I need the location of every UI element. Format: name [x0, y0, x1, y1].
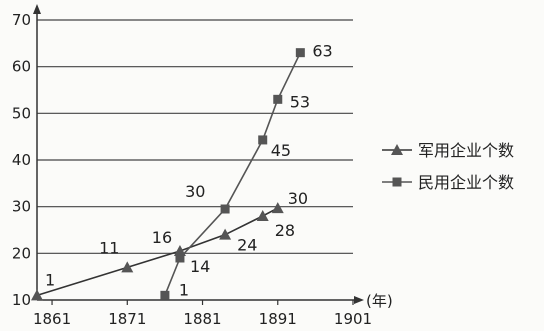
data-label: 28: [275, 221, 295, 240]
data-point: [160, 290, 170, 300]
legend-marker: [391, 144, 403, 155]
x-axis-unit-label: (年): [366, 292, 393, 310]
data-point: [273, 94, 283, 104]
data-point: [271, 202, 284, 214]
data-point: [295, 48, 305, 58]
data-label: 11: [99, 238, 119, 257]
y-tick-label: 40: [12, 151, 31, 169]
data-label: 63: [312, 42, 332, 61]
data-point: [175, 253, 185, 263]
x-tick-label: 1861: [33, 310, 71, 328]
data-point: [121, 261, 134, 273]
y-tick-label: 50: [12, 104, 31, 122]
legend-label: 民用企业个数: [418, 173, 514, 192]
y-axis-arrow: [33, 4, 41, 14]
x-tick-label: 1901: [334, 310, 372, 328]
x-tick-label: 1881: [183, 310, 221, 328]
legend-marker: [392, 177, 402, 187]
data-point: [173, 245, 186, 256]
data-label: 16: [152, 228, 172, 247]
series-square-group: 114 30 45 53 63: [160, 42, 333, 300]
data-label: 14: [190, 257, 210, 276]
data-point: [220, 204, 230, 214]
data-label: 45: [271, 141, 291, 160]
data-label: 1: [45, 270, 55, 289]
data-label: 1: [179, 280, 189, 299]
grid-lines: [37, 19, 353, 254]
y-tick-labels: 10 20 30 40 50 60 70: [12, 11, 31, 309]
x-tick-labels: 1861 1871 1881 1891 1901: [33, 300, 372, 328]
axes: [33, 4, 364, 304]
y-tick-label: 60: [12, 58, 31, 76]
data-label: 24: [237, 236, 257, 255]
data-point: [256, 210, 269, 221]
y-tick-label: 70: [12, 11, 31, 29]
data-label: 53: [290, 92, 310, 111]
legend-item: 军用企业个数: [382, 141, 514, 160]
x-tick-label: 1891: [259, 310, 297, 328]
x-tick-label: 1871: [108, 310, 146, 328]
y-tick-label: 30: [12, 198, 31, 216]
y-tick-label: 10: [12, 291, 31, 309]
data-label: 30: [185, 182, 205, 201]
data-point: [219, 228, 232, 240]
y-tick-label: 20: [12, 244, 31, 262]
legend-item: 民用企业个数: [382, 173, 514, 192]
data-label: 30: [288, 189, 308, 208]
legend-label: 军用企业个数: [418, 141, 514, 160]
series-line: [164, 52, 302, 296]
x-axis-arrow: [354, 296, 364, 304]
data-point: [31, 289, 43, 301]
data-point: [258, 135, 268, 145]
